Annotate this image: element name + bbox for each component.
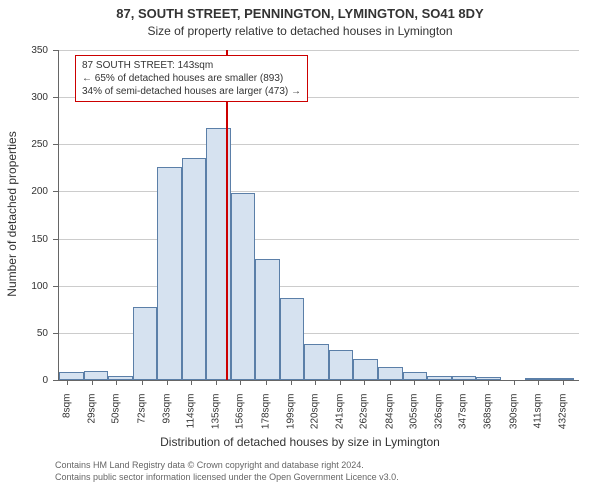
xtick-label: 135sqm — [210, 394, 221, 444]
gridline — [59, 286, 579, 287]
ytick-mark — [53, 144, 58, 145]
xtick-label: 241sqm — [334, 394, 345, 444]
chart-title-line2: Size of property relative to detached ho… — [0, 24, 600, 38]
xtick-label: 220sqm — [310, 394, 321, 444]
xtick-mark — [240, 380, 241, 385]
histogram-bar — [304, 344, 329, 380]
xtick-mark — [216, 380, 217, 385]
footer-attribution: Contains HM Land Registry data © Crown c… — [55, 460, 399, 483]
ytick-mark — [53, 286, 58, 287]
histogram-bar — [329, 350, 354, 380]
xtick-mark — [538, 380, 539, 385]
histogram-bar — [403, 372, 428, 380]
ytick-label: 300 — [0, 92, 48, 103]
xtick-mark — [340, 380, 341, 385]
ytick-mark — [53, 333, 58, 334]
ytick-mark — [53, 97, 58, 98]
gridline — [59, 144, 579, 145]
histogram-bar — [157, 167, 182, 380]
gridline — [59, 239, 579, 240]
xtick-mark — [364, 380, 365, 385]
xtick-label: 8sqm — [62, 394, 73, 444]
info-box-line: ← 65% of detached houses are smaller (89… — [82, 72, 301, 85]
ytick-label: 100 — [0, 281, 48, 292]
histogram-bar — [280, 298, 305, 380]
ytick-mark — [53, 239, 58, 240]
xtick-label: 93sqm — [161, 394, 172, 444]
info-box-line: 34% of semi-detached houses are larger (… — [82, 85, 301, 98]
ytick-label: 0 — [0, 375, 48, 386]
xtick-mark — [563, 380, 564, 385]
histogram-bar — [255, 259, 280, 380]
xtick-mark — [116, 380, 117, 385]
xtick-label: 390sqm — [508, 394, 519, 444]
ytick-mark — [53, 50, 58, 51]
info-box: 87 SOUTH STREET: 143sqm← 65% of detached… — [75, 55, 308, 102]
xtick-label: 368sqm — [483, 394, 494, 444]
histogram-bar — [378, 367, 403, 380]
xtick-label: 156sqm — [235, 394, 246, 444]
ytick-label: 350 — [0, 45, 48, 56]
xtick-mark — [439, 380, 440, 385]
xtick-label: 326sqm — [433, 394, 444, 444]
xtick-label: 114sqm — [186, 394, 197, 444]
xtick-label: 262sqm — [359, 394, 370, 444]
xtick-label: 72sqm — [137, 394, 148, 444]
ytick-label: 150 — [0, 234, 48, 245]
xtick-mark — [167, 380, 168, 385]
xtick-mark — [488, 380, 489, 385]
xtick-mark — [291, 380, 292, 385]
xtick-label: 411sqm — [533, 394, 544, 444]
xtick-mark — [92, 380, 93, 385]
xtick-mark — [390, 380, 391, 385]
histogram-bar — [182, 158, 207, 380]
chart-title-line1: 87, SOUTH STREET, PENNINGTON, LYMINGTON,… — [0, 6, 600, 21]
xtick-mark — [266, 380, 267, 385]
footer-line1: Contains HM Land Registry data © Crown c… — [55, 460, 399, 472]
histogram-bar — [84, 371, 109, 380]
info-box-line: 87 SOUTH STREET: 143sqm — [82, 59, 301, 72]
ytick-label: 50 — [0, 328, 48, 339]
xtick-label: 347sqm — [458, 394, 469, 444]
ytick-label: 250 — [0, 139, 48, 150]
xtick-label: 199sqm — [285, 394, 296, 444]
xtick-label: 284sqm — [384, 394, 395, 444]
histogram-bar — [108, 376, 133, 380]
xtick-mark — [315, 380, 316, 385]
xtick-label: 432sqm — [557, 394, 568, 444]
gridline — [59, 191, 579, 192]
footer-line2: Contains public sector information licen… — [55, 472, 399, 484]
histogram-bar — [353, 359, 378, 380]
xtick-mark — [463, 380, 464, 385]
xtick-label: 178sqm — [261, 394, 272, 444]
xtick-mark — [514, 380, 515, 385]
xtick-mark — [414, 380, 415, 385]
ytick-label: 200 — [0, 186, 48, 197]
histogram-bar — [133, 307, 158, 380]
xtick-label: 29sqm — [86, 394, 97, 444]
ytick-mark — [53, 380, 58, 381]
ytick-mark — [53, 191, 58, 192]
gridline — [59, 50, 579, 51]
xtick-mark — [142, 380, 143, 385]
chart-container: 87, SOUTH STREET, PENNINGTON, LYMINGTON,… — [0, 0, 600, 500]
histogram-bar — [59, 372, 84, 380]
histogram-bar — [231, 193, 256, 380]
xtick-label: 50sqm — [111, 394, 122, 444]
xtick-mark — [67, 380, 68, 385]
xtick-label: 305sqm — [409, 394, 420, 444]
xtick-mark — [191, 380, 192, 385]
